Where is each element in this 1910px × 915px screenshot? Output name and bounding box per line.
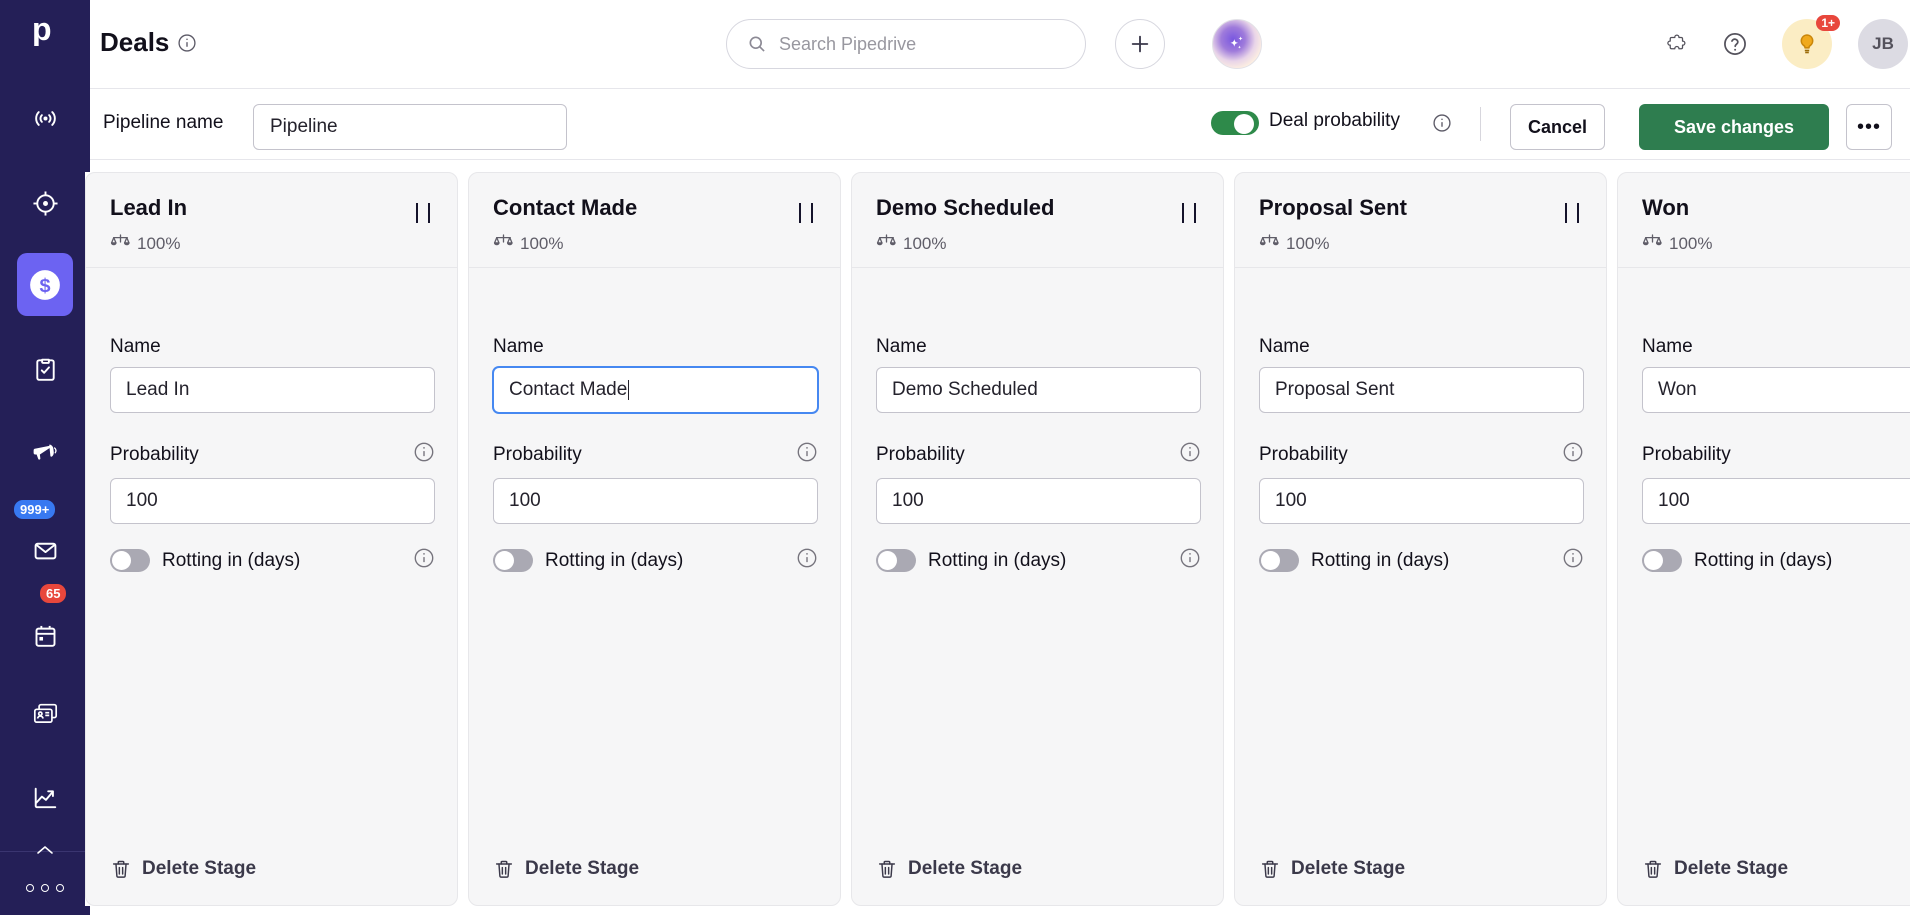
svg-text:$: $ — [39, 274, 50, 296]
svg-text:p: p — [32, 16, 52, 46]
